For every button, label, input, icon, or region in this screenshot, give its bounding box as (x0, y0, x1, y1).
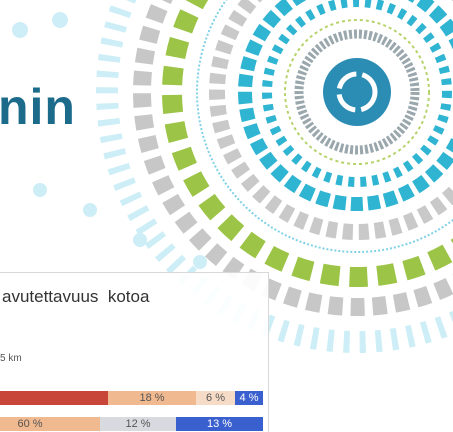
bar-segment: 18 % (108, 391, 196, 405)
bar-row: 18 % 6 % 4 % (0, 391, 263, 405)
bar-segment (0, 391, 108, 405)
bar-segment: 13 % (176, 417, 263, 431)
bar-segment: 12 % (100, 417, 176, 431)
panel-note: 5 km (0, 353, 22, 364)
bar-row: 60 % 12 % 13 % (0, 417, 263, 431)
heading: nin (0, 78, 76, 136)
bar-segment: 6 % (196, 391, 235, 405)
panel-title: avutettavuus kotoa (2, 287, 149, 307)
bar-segment: 60 % (0, 417, 100, 431)
bar-segment: 4 % (235, 391, 263, 405)
slide: nin avutettavuus kotoa 5 km 18 % 6 % 4 %… (0, 0, 453, 432)
chart-panel: avutettavuus kotoa 5 km 18 % 6 % 4 % 60 … (0, 272, 269, 432)
